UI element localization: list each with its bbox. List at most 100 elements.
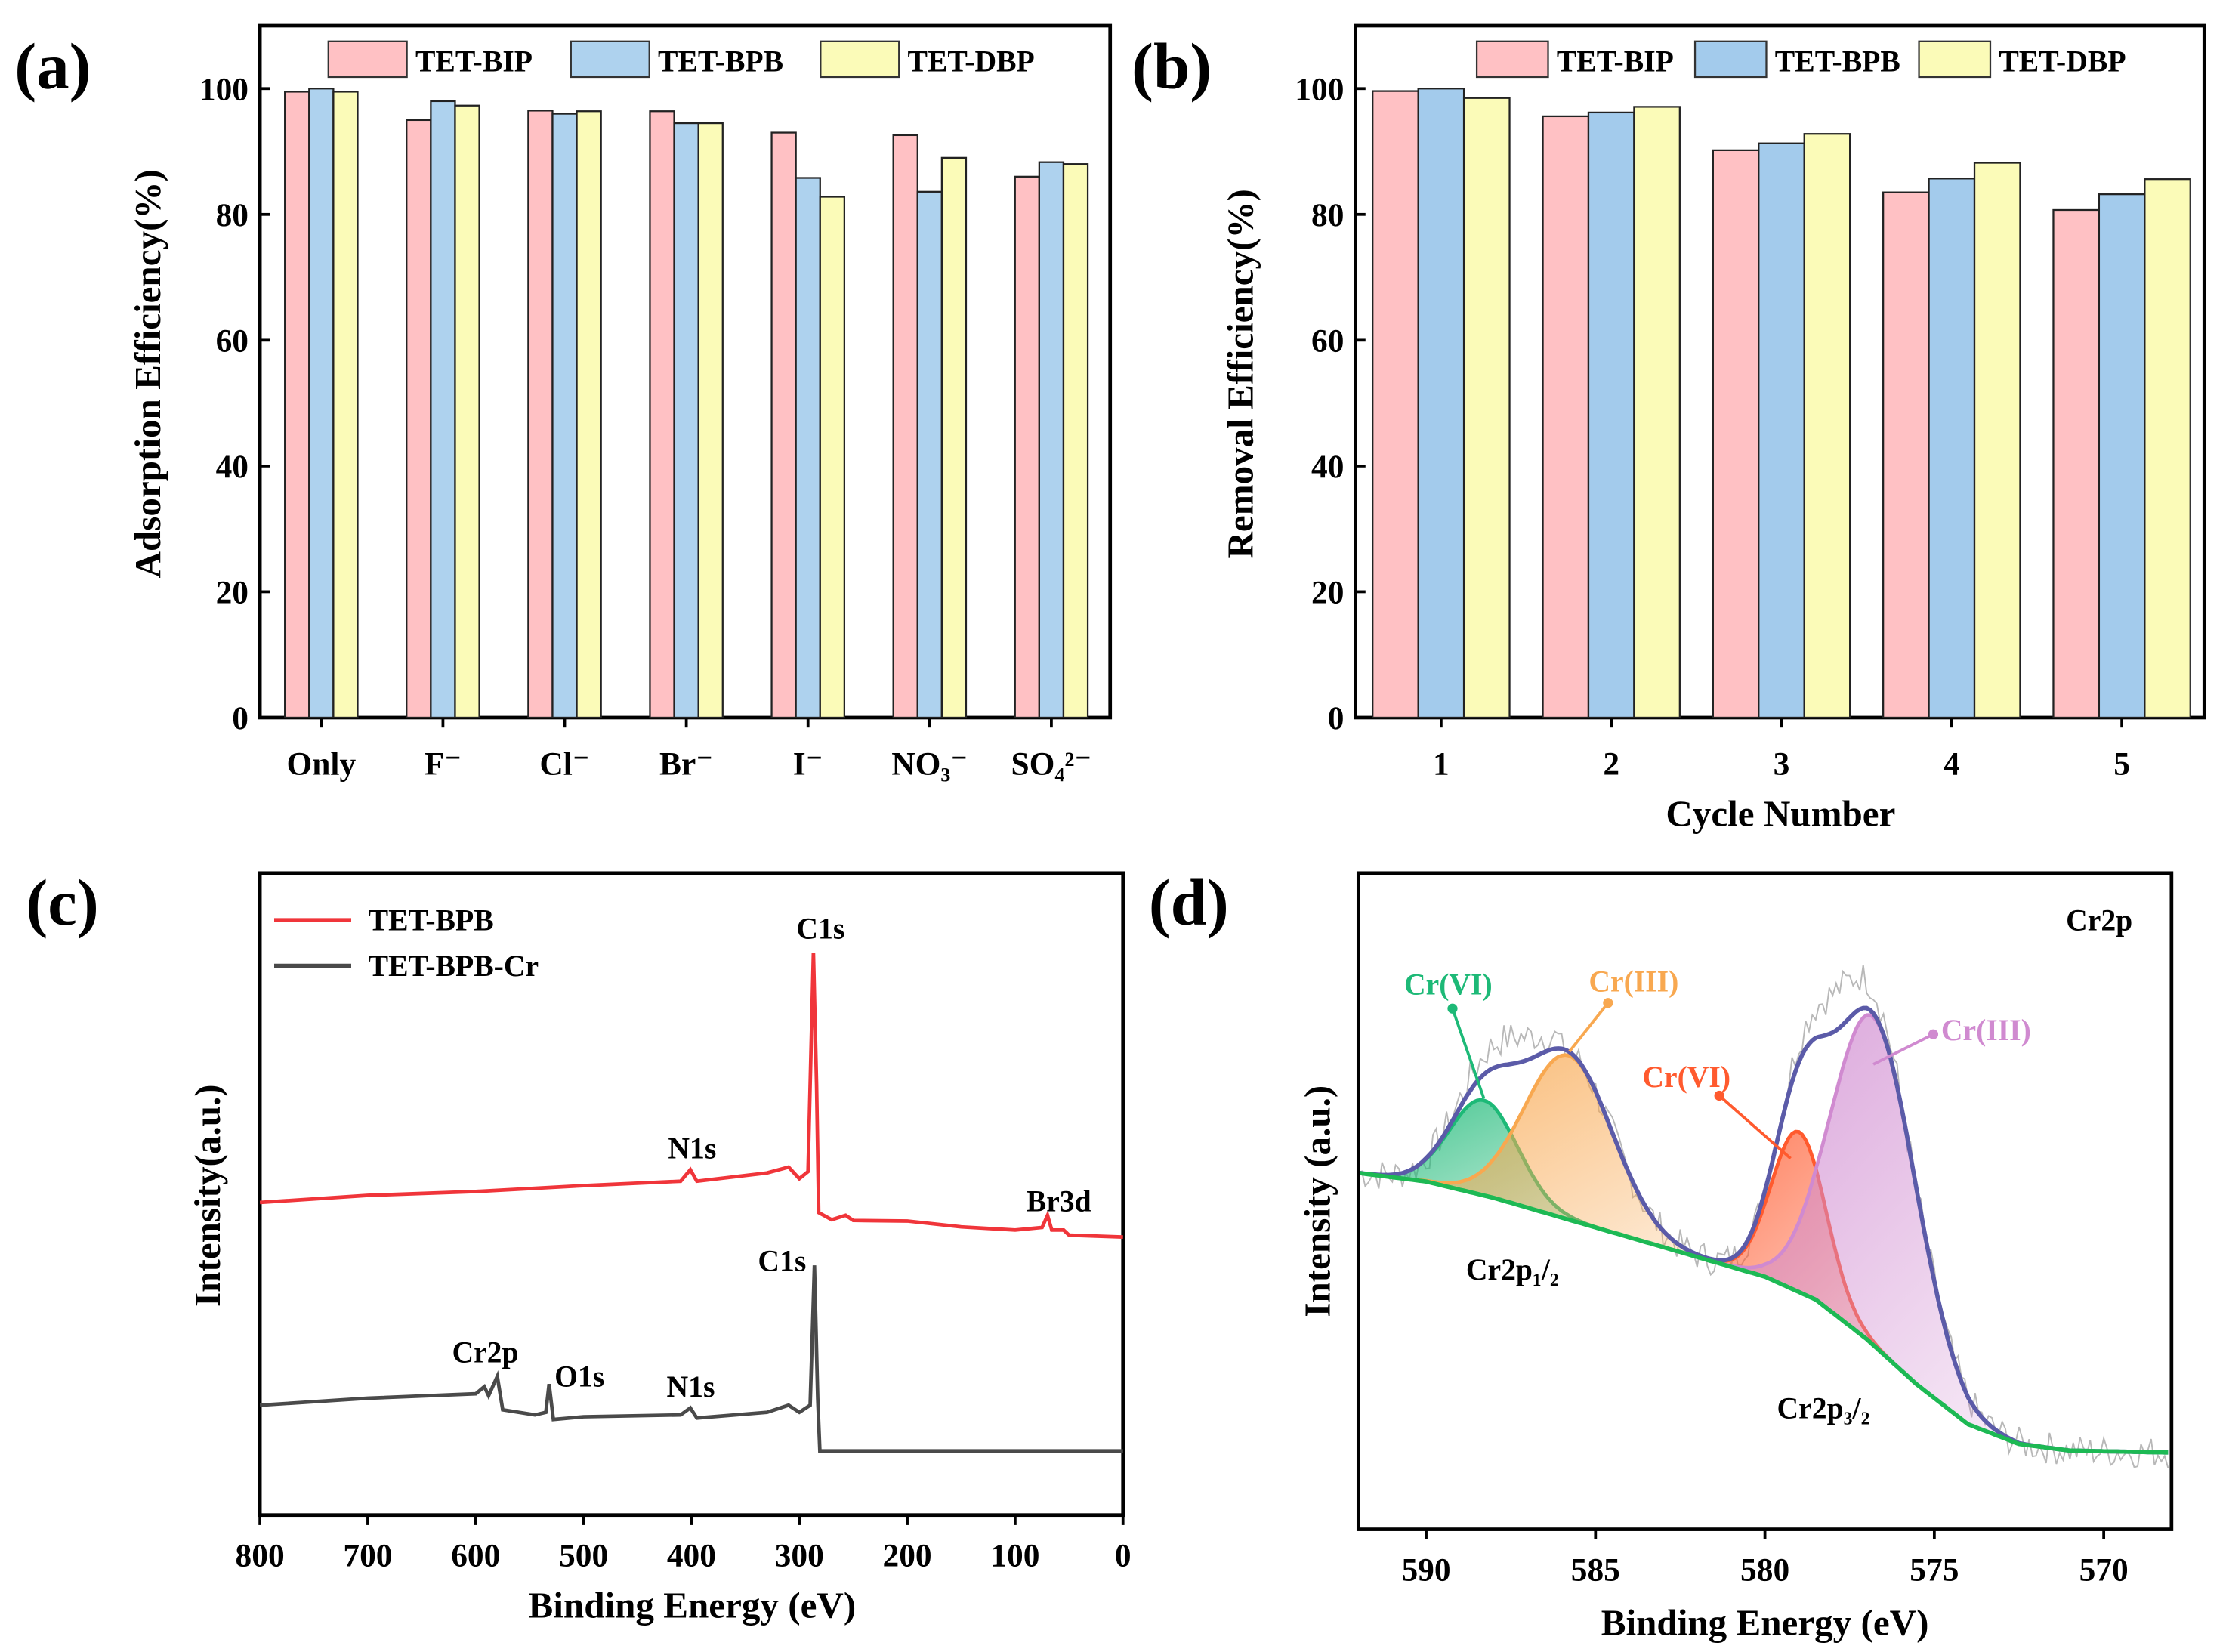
x-tick-label: Cl⁻ bbox=[539, 746, 589, 783]
y-tick-label: 0 bbox=[232, 700, 249, 736]
legend-swatch bbox=[327, 40, 408, 79]
x-tick-label: 3 bbox=[1774, 746, 1790, 783]
y-tick-label: 100 bbox=[1295, 71, 1344, 107]
x-tick-label: 0 bbox=[1115, 1538, 1132, 1574]
bar-tet-bpb bbox=[916, 190, 943, 719]
b-ylabel: Removal Efficiency(%) bbox=[1220, 189, 1261, 558]
peak-label: N1s bbox=[667, 1370, 715, 1403]
y-tick-label: 0 bbox=[1328, 700, 1345, 736]
bar-tet-bip bbox=[406, 119, 432, 719]
y-tick-label: 40 bbox=[1311, 449, 1344, 485]
bar-tet-bip bbox=[1542, 115, 1590, 719]
legend-swatch bbox=[1918, 40, 1992, 79]
x-tick-label: I⁻ bbox=[793, 746, 823, 783]
c-ylabel: Intensity(a.u.) bbox=[187, 1084, 228, 1307]
component-label: Cr(VI) bbox=[1404, 968, 1493, 1001]
x-tick-label: 585 bbox=[1571, 1552, 1620, 1589]
x-tick-label: 2 bbox=[1603, 746, 1619, 783]
component-fill bbox=[1663, 1014, 2084, 1451]
component-fill bbox=[1358, 1055, 1786, 1286]
x-tick-label: 1 bbox=[1433, 746, 1450, 783]
x-tick-label: 600 bbox=[451, 1538, 500, 1574]
panel-label-a: (a) bbox=[14, 30, 91, 103]
bar-tet-bip bbox=[892, 134, 918, 719]
peak-label: N1s bbox=[668, 1132, 716, 1166]
c-xlabel: Binding Energy (eV) bbox=[529, 1585, 857, 1626]
x-tick-label: Br⁻ bbox=[659, 746, 713, 783]
bar-tet-bip bbox=[1882, 191, 1930, 719]
bar-tet-dbp bbox=[1062, 163, 1089, 719]
x-tick-label: 575 bbox=[1910, 1552, 1959, 1589]
peak-label: Br3d bbox=[1027, 1184, 1091, 1218]
y-tick-label: 60 bbox=[1311, 323, 1344, 359]
arrow-line bbox=[1872, 1033, 1934, 1066]
d-xlabel: Binding Energy (eV) bbox=[1601, 1601, 1929, 1643]
orbital-label: Cr2p₃/₂ bbox=[1777, 1391, 1870, 1425]
x-tick-label: 300 bbox=[775, 1538, 824, 1574]
arrow-head-icon bbox=[1603, 998, 1613, 1008]
bar-tet-dbp bbox=[2144, 178, 2191, 719]
arrow-line bbox=[1568, 1002, 1610, 1053]
series-line-tet-bpb bbox=[259, 953, 1123, 1239]
x-tick-label: SO₄²⁻ bbox=[1011, 746, 1091, 783]
x-tick-label: 100 bbox=[990, 1538, 1039, 1574]
bar-tet-dbp bbox=[332, 91, 359, 719]
x-tick-label: 580 bbox=[1740, 1552, 1789, 1589]
a-ylabel: Adsorption Efficiency(%) bbox=[127, 169, 168, 578]
bar-tet-bip bbox=[2052, 208, 2101, 719]
arrow-line bbox=[1451, 1008, 1486, 1099]
bar-tet-dbp bbox=[454, 104, 480, 719]
series-line-tet-bpb-cr bbox=[259, 1265, 1123, 1453]
bar-tet-bip bbox=[1712, 149, 1760, 719]
y-tick-label: 40 bbox=[216, 449, 249, 485]
x-tick-label: NO₃⁻ bbox=[891, 746, 968, 783]
bar-tet-dbp bbox=[1633, 106, 1681, 719]
bar-tet-bip bbox=[770, 131, 797, 719]
panel-label-b: (b) bbox=[1132, 30, 1212, 103]
d-ylabel: Intensity (a.u.) bbox=[1297, 1085, 1338, 1317]
panel-label-c: (c) bbox=[26, 866, 98, 939]
bar-tet-bip bbox=[284, 91, 310, 719]
x-tick-label: 400 bbox=[667, 1538, 716, 1574]
peak-label: Cr2p bbox=[452, 1336, 518, 1369]
bar-tet-bip bbox=[1014, 175, 1040, 719]
b-xlabel: Cycle Number bbox=[1666, 793, 1895, 835]
y-tick-label: 20 bbox=[216, 575, 249, 611]
background-line bbox=[1357, 1170, 2169, 1455]
bar-tet-dbp bbox=[940, 156, 968, 719]
legend-swatch bbox=[1475, 40, 1549, 79]
bar-tet-bpb bbox=[1928, 178, 1976, 719]
legend-label: TET-BIP bbox=[1557, 45, 1674, 78]
legend-swatch bbox=[570, 40, 650, 79]
bar-tet-bpb bbox=[1417, 88, 1465, 719]
peak-label: C1s bbox=[796, 912, 844, 946]
legend-label: TET-DBP bbox=[1999, 45, 2126, 78]
bar-tet-bpb bbox=[551, 113, 578, 719]
bar-tet-bip bbox=[649, 110, 675, 719]
arrow-head-icon bbox=[1928, 1029, 1939, 1039]
x-tick-label: 500 bbox=[559, 1538, 608, 1574]
component-label: Cr(VI) bbox=[1642, 1061, 1730, 1094]
y-tick-label: 80 bbox=[1311, 197, 1344, 233]
d-title: Cr2p bbox=[2066, 903, 2132, 937]
bar-tet-bip bbox=[527, 110, 554, 719]
bar-tet-dbp bbox=[1803, 133, 1851, 719]
peak-label: C1s bbox=[758, 1245, 806, 1278]
bar-tet-bpb bbox=[308, 88, 335, 719]
x-tick-label: 700 bbox=[343, 1538, 392, 1574]
bar-tet-bip bbox=[1372, 90, 1419, 719]
component-label: Cr(III) bbox=[1588, 965, 1678, 999]
legend-swatch bbox=[820, 40, 900, 79]
x-tick-label: 4 bbox=[1944, 746, 1960, 783]
legend-swatch bbox=[1693, 40, 1768, 79]
legend-label: TET-BPB bbox=[369, 903, 494, 937]
bar-tet-dbp bbox=[576, 110, 602, 719]
arrow-head-icon bbox=[1714, 1090, 1724, 1101]
y-tick-label: 100 bbox=[199, 71, 249, 107]
bar-tet-bpb bbox=[1587, 111, 1635, 719]
x-tick-label: 590 bbox=[1401, 1552, 1450, 1589]
legend-label: TET-BPB bbox=[658, 45, 783, 78]
bar-tet-bpb bbox=[795, 177, 821, 719]
bar-tet-dbp bbox=[819, 196, 846, 719]
